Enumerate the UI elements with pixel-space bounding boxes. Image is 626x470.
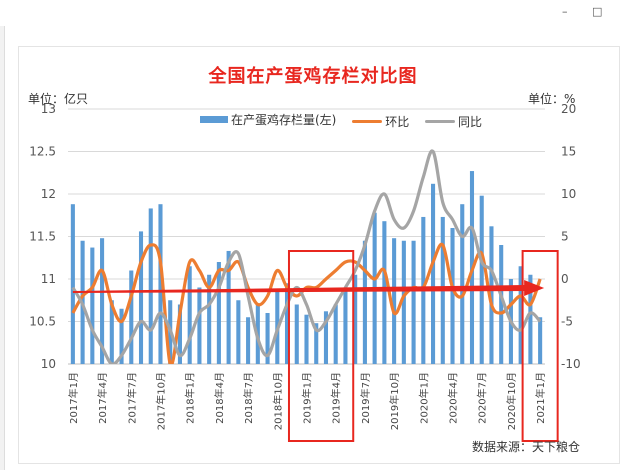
- bar-mark: [479, 195, 484, 364]
- bar-mark: [284, 283, 290, 364]
- x-tick-label: 2018年4月: [213, 372, 226, 424]
- bar-mark: [518, 266, 523, 364]
- legend-item-bar: 在产蛋鸡存栏量(左): [200, 111, 336, 128]
- trend-arrow: [72, 280, 545, 296]
- y-right-tick-label: 0: [561, 272, 569, 286]
- bar-mark: [226, 250, 231, 364]
- y-right-tick-label: -5: [561, 315, 573, 329]
- bar-mark: [343, 287, 348, 364]
- bar-mark: [177, 304, 182, 364]
- x-tick-label: 2019年10月: [388, 372, 401, 430]
- y-right-tick-label: 5: [561, 230, 569, 244]
- bar-mark: [129, 270, 134, 364]
- legend-yoy-label: 同比: [458, 115, 483, 129]
- bar-mark: [216, 262, 221, 364]
- bar-mark: [207, 274, 212, 364]
- bar-mark: [236, 300, 241, 364]
- bar-mark: [353, 274, 358, 364]
- x-tick-label: 2020年7月: [476, 372, 489, 424]
- bar-mark: [392, 238, 397, 364]
- legend-yoy-swatch: [425, 120, 456, 123]
- bar-mark: [450, 228, 455, 364]
- yoy-series-line: [71, 149, 542, 364]
- x-tick-label: 2018年10月: [271, 372, 284, 430]
- bar-mark: [362, 240, 367, 364]
- bar-mark: [382, 221, 387, 364]
- bar-mark: [158, 204, 163, 364]
- bar-mark: [323, 311, 329, 364]
- x-tick-label: 2017年10月: [154, 372, 167, 430]
- bar-mark: [411, 240, 416, 364]
- bar-mark: [528, 274, 533, 364]
- x-tick-label: 2020年1月: [417, 372, 430, 424]
- bar-mark: [333, 304, 338, 364]
- y-left-tick-label: 13: [41, 102, 56, 116]
- bar-mark: [538, 317, 543, 364]
- x-tick-label: 2018年1月: [184, 372, 197, 424]
- legend-item-mom: 环比: [352, 113, 409, 130]
- bar-mark: [401, 240, 406, 364]
- x-tick-label: 2017年1月: [67, 372, 80, 424]
- bar-mark: [138, 231, 144, 364]
- y-left-tick-label: 11.5: [29, 230, 56, 244]
- chart-legend: 在产蛋鸡存栏量(左) 环比 同比: [200, 111, 494, 130]
- x-tick-label: 2017年7月: [125, 372, 138, 424]
- chart-frame: [18, 46, 620, 464]
- bar-mark: [109, 300, 114, 364]
- bar-mark: [314, 323, 319, 364]
- legend-mom-swatch: [352, 120, 383, 123]
- bar-mark: [119, 308, 124, 364]
- left-axis-unit: 单位：亿只: [28, 92, 89, 106]
- highlight-box: [287, 250, 355, 442]
- legend-item-yoy: 同比: [425, 113, 482, 130]
- y-left-tick-label: 11: [41, 272, 56, 286]
- y-left-tick-label: 10: [41, 357, 56, 371]
- right-axis-unit: 单位：%: [528, 92, 576, 106]
- bar-mark: [70, 204, 75, 364]
- bar-mark: [246, 317, 251, 364]
- legend-bar-swatch: [200, 116, 228, 123]
- y-left-tick-label: 12: [41, 187, 56, 201]
- y-right-tick-label: 10: [561, 187, 576, 201]
- x-tick-label: 2019年4月: [330, 372, 343, 424]
- bar-mark: [431, 183, 436, 364]
- highlight-box: [521, 250, 559, 442]
- window-titlebar: – □: [0, 0, 626, 26]
- maximize-icon[interactable]: □: [592, 5, 603, 18]
- bar-mark: [197, 287, 202, 364]
- bar-mark: [90, 247, 95, 364]
- legend-bar-label: 在产蛋鸡存栏量(左): [231, 113, 337, 127]
- bar-mark: [304, 314, 309, 364]
- left-panel-edge: [0, 26, 5, 470]
- bar-mark: [499, 245, 504, 364]
- y-left-tick-label: 12.5: [29, 145, 56, 159]
- bar-mark: [100, 238, 105, 364]
- x-tick-label: 2017年4月: [96, 372, 109, 424]
- y-right-tick-label: -10: [561, 357, 581, 371]
- chart-title: 全国在产蛋鸡存栏对比图: [208, 66, 418, 87]
- data-source: 数据来源：天下粮仓: [472, 440, 581, 454]
- x-tick-label: 2021年1月: [534, 372, 547, 424]
- bar-mark: [265, 313, 270, 364]
- x-tick-label: 2019年7月: [359, 372, 372, 424]
- x-tick-label: 2020年10月: [505, 372, 518, 430]
- bar-mark: [187, 266, 192, 364]
- y-right-tick-label: 20: [561, 102, 576, 116]
- x-tick-label: 2020年4月: [447, 372, 460, 424]
- bar-mark: [148, 208, 153, 364]
- y-right-tick-label: 15: [561, 145, 576, 159]
- bar-mark: [489, 226, 494, 364]
- minimize-icon[interactable]: –: [562, 5, 568, 18]
- legend-mom-label: 环比: [385, 115, 410, 129]
- x-tick-label: 2018年7月: [242, 372, 255, 424]
- y-left-tick-label: 10.5: [29, 315, 56, 329]
- bar-mark: [294, 304, 299, 364]
- bar-mark: [460, 204, 465, 364]
- x-tick-label: 2019年1月: [301, 372, 314, 424]
